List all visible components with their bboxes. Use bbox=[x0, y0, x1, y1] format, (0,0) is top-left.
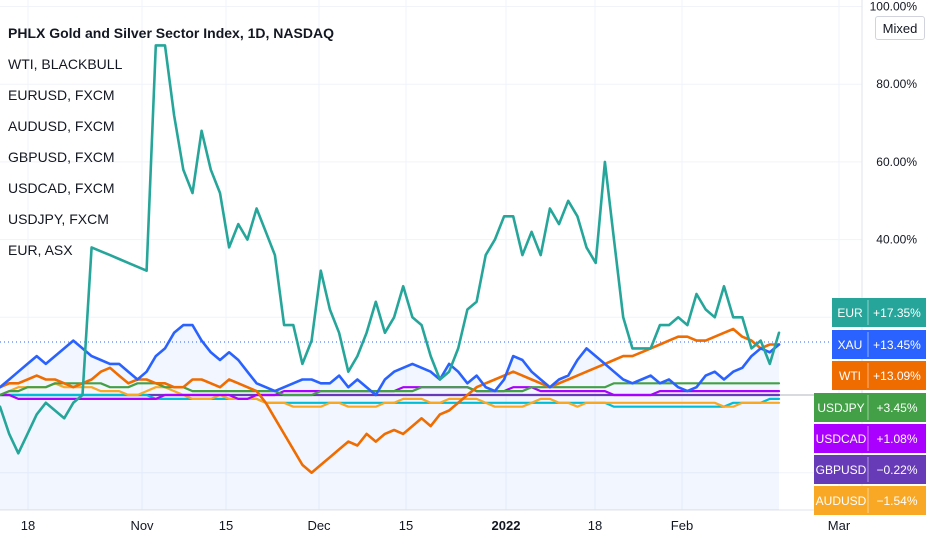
badge-symbol: GBPUSD bbox=[816, 463, 867, 477]
badge-bg bbox=[814, 486, 926, 515]
series-line-usdjpy bbox=[0, 382, 781, 397]
badge-symbol: EUR bbox=[837, 306, 863, 320]
badge-symbol: XAU bbox=[838, 338, 863, 352]
legend-item-usdjpy[interactable]: USDJPY, FXCM bbox=[8, 211, 109, 227]
x-tick-label: Mar bbox=[828, 518, 851, 533]
badge-value: +13.45% bbox=[873, 338, 921, 352]
badge-bg bbox=[832, 330, 926, 359]
badge-value: +3.45% bbox=[876, 401, 917, 415]
series-legend: PHLX Gold and Silver Sector Index, 1D, N… bbox=[8, 18, 334, 266]
x-tick-label: 18 bbox=[588, 518, 602, 533]
series-line-xau bbox=[0, 323, 781, 397]
badge-value: +17.35% bbox=[873, 306, 921, 320]
xau-area-fill bbox=[0, 325, 779, 510]
badge-symbol: AUDUSD bbox=[816, 494, 867, 508]
series-line-eur bbox=[0, 44, 781, 455]
y-tick-label: 80.00% bbox=[876, 77, 917, 91]
last-value-badges: EUR +17.35% XAU +13.45% WTI +13.09% USDJPY +3.4… bbox=[814, 298, 926, 515]
legend-item-wti[interactable]: WTI, BLACKBULL bbox=[8, 56, 123, 72]
y-tick-label: 40.00% bbox=[876, 233, 917, 247]
scale-mode-button[interactable]: Mixed bbox=[875, 16, 925, 40]
y-tick-label: 60.00% bbox=[876, 155, 917, 169]
price-scale: 100.00% 80.00% 60.00% 40.00% bbox=[870, 0, 918, 247]
badge-xau: XAU +13.45% bbox=[832, 330, 926, 359]
badge-symbol: WTI bbox=[839, 369, 861, 383]
badge-wti: WTI +13.09% bbox=[832, 361, 926, 390]
legend-item-eurusd[interactable]: EURUSD, FXCM bbox=[8, 87, 115, 103]
series-layer bbox=[0, 44, 781, 475]
legend-item-gbpusd[interactable]: GBPUSD, FXCM bbox=[8, 149, 115, 165]
badge-value: +13.09% bbox=[873, 369, 921, 383]
series-line-audusd bbox=[0, 382, 781, 408]
badge-symbol: USDCAD bbox=[816, 432, 867, 446]
badge-value: +1.08% bbox=[876, 432, 917, 446]
badge-bg bbox=[814, 455, 926, 484]
badge-bg bbox=[832, 298, 926, 327]
badge-bg bbox=[814, 424, 926, 453]
x-tick-label: Nov bbox=[130, 518, 154, 533]
badge-eur: EUR +17.35% bbox=[832, 298, 926, 327]
time-scale: 18 Nov 15 Dec 15 2022 18 Feb Mar bbox=[21, 518, 851, 533]
x-tick-label: 15 bbox=[219, 518, 233, 533]
badge-value: −1.54% bbox=[876, 494, 917, 508]
x-tick-label: 18 bbox=[21, 518, 35, 533]
badge-audusd: AUDUSD −1.54% bbox=[814, 486, 926, 515]
legend-item-eur[interactable]: EUR, ASX bbox=[8, 242, 73, 258]
x-tick-label: 15 bbox=[399, 518, 413, 533]
x-tick-label: Dec bbox=[307, 518, 331, 533]
legend-main-symbol[interactable]: PHLX Gold and Silver Sector Index, 1D, N… bbox=[8, 25, 334, 41]
y-tick-label: 100.00% bbox=[870, 0, 918, 14]
badge-value: −0.22% bbox=[876, 463, 917, 477]
x-tick-label: 2022 bbox=[492, 518, 521, 533]
badge-gbpusd: GBPUSD −0.22% bbox=[814, 455, 926, 484]
badge-bg bbox=[814, 393, 926, 422]
badge-usdcad: USDCAD +1.08% bbox=[814, 424, 926, 453]
badge-bg bbox=[832, 361, 926, 390]
x-tick-label: Feb bbox=[671, 518, 693, 533]
badge-symbol: USDJPY bbox=[817, 401, 864, 415]
badge-usdjpy: USDJPY +3.45% bbox=[814, 393, 926, 422]
legend-item-usdcad[interactable]: USDCAD, FXCM bbox=[8, 180, 115, 196]
legend-item-audusd[interactable]: AUDUSD, FXCM bbox=[8, 118, 115, 134]
